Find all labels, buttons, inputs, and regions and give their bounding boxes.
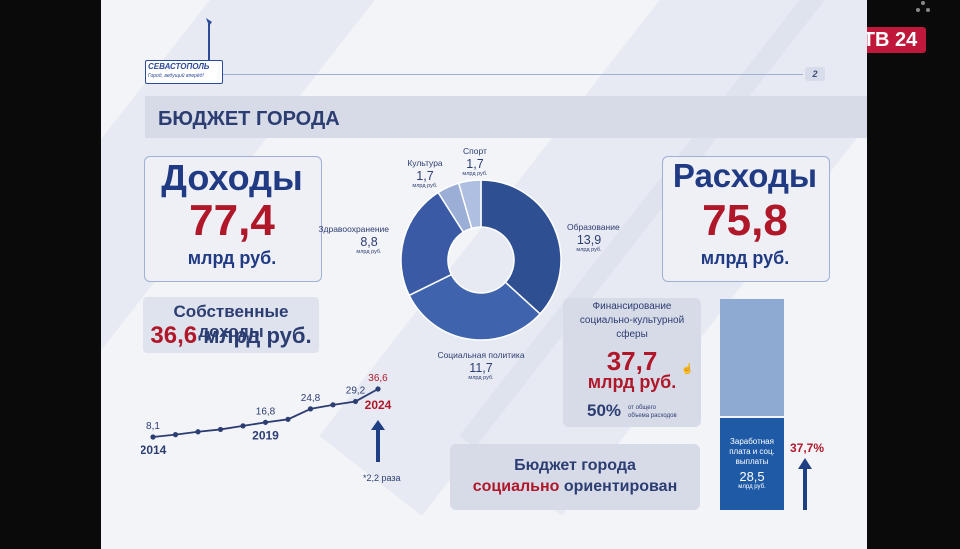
line-point [150,434,156,440]
page-title: БЮДЖЕТ ГОРОДА [158,108,340,130]
donut-label-value: 8,8 [360,235,377,249]
income-card [144,156,322,282]
own-income-number: 36,6 [150,322,198,349]
social-financing-percent-note: от общего объема расходов [628,404,677,420]
signal-dots-icon [916,1,930,12]
slogan-card [450,444,700,510]
line-point [285,416,291,422]
salary-bar-label: Заработная плата и соц. выплаты [720,437,784,467]
page-number: 2 [805,67,825,81]
income-label: Доходы [161,157,303,198]
total-social-bar [720,299,784,416]
income-value: 77,4 [189,196,275,245]
line-year-label: 2024 [365,398,392,412]
social-financing-percent: 50% [587,401,622,420]
donut-slice [480,179,562,315]
line-point-label: 8,1 [146,421,160,432]
slogan-rest: ориентирован [559,478,678,495]
title-bar [145,96,867,138]
growth-arrow-icon [371,420,385,462]
line-point [330,402,336,408]
own-income-unit-text: млрд руб. [203,323,312,348]
donut-slice [457,179,482,230]
line-point-label: 29,2 [346,385,366,396]
line-point [195,429,201,435]
donut-label-value: 1,7 [416,169,433,183]
header-divider [223,74,803,75]
city-logo [145,60,223,84]
donut-label-value: 1,7 [466,157,483,171]
donut-label-unit: млрд руб. [462,171,488,177]
growth-note: *2,2 раза [363,473,401,483]
city-logo-subtitle: Город, ведущий вперёд! [148,73,204,79]
own-income-growth-chart: 8,1 16,8 24,8 29,236,6 2014 2019 2024 [141,373,392,457]
own-income-label: Собственные доходы [173,302,289,341]
own-income-value: 36,6 млрд руб. [143,322,319,350]
donut-label-name: Социальная политика [437,350,524,360]
line-year-label: 2014 [141,443,167,457]
donut-label-name: Культура [407,158,443,168]
expense-value: 75,8 [702,196,788,245]
donut-label-value: 13,9 [577,233,601,247]
income-unit: млрд руб. [187,248,277,268]
salary-label-line: Заработная [730,437,774,446]
social-financing-unit: млрд руб. [587,372,677,392]
line-point-label: 36,6 [368,373,388,384]
donut-label-value: 11,7 [469,361,492,375]
line-year-label: 2019 [252,428,279,442]
slogan-line-2: социально ориентирован [450,478,700,496]
line-point-label: 24,8 [301,393,321,404]
line-point [262,419,269,425]
social-financing-title: Финансирование социально-культурной сфер… [563,300,701,342]
social-title-line: сферы [616,329,648,340]
monument-icon [205,18,213,66]
line-point [240,423,246,429]
salary-bar [720,418,784,510]
slide: СЕВАСТОПОЛЬ Город, ведущий вперёд! 2 БЮД… [101,0,867,549]
social-title-line: социально-культурной [579,315,685,326]
donut-label-name: Спорт [463,146,487,156]
social-title-line: Финансирование [592,301,672,312]
line-point [307,406,314,412]
slogan-line-1: Бюджет города [514,457,636,474]
line-point [375,386,381,392]
donut-label-unit: млрд руб. [576,247,602,253]
hand-cursor-icon: ☝ [681,364,694,375]
expense-unit: млрд руб. [700,248,790,268]
percent-note-line: от общего [628,405,656,411]
salary-label-line: выплаты [735,457,769,466]
line-point [217,426,224,433]
own-income-card [143,297,319,353]
donut-slice [408,273,542,341]
salary-bar-value: 28,5 [739,469,765,484]
line-point [172,432,179,438]
salary-label-line: плата и соц. [729,447,775,456]
slogan-highlight: социально [472,478,560,495]
salary-bar-unit: млрд руб. [738,484,766,490]
donut-label-name: Образование [567,222,620,232]
expense-label: Расходы [672,157,818,194]
social-financing-value: 37,7 [606,346,658,376]
salary-arrow-icon [798,458,812,510]
percent-note-line: объема расходов [628,413,677,419]
line-point [352,398,359,405]
city-logo-title: СЕВАСТОПОЛЬ [148,62,210,71]
social-financing-card [563,298,701,427]
donut-slice [400,191,465,297]
donut-label-unit: млрд руб. [412,183,438,189]
salary-bar-percent: 37,7% [790,441,825,455]
donut-label-name: Здравоохранение [318,224,389,234]
line-point-label: 16,8 [256,406,276,417]
donut-label-unit: млрд руб. [468,375,494,381]
expense-card [662,156,830,282]
donut-label-unit: млрд руб. [356,249,382,255]
